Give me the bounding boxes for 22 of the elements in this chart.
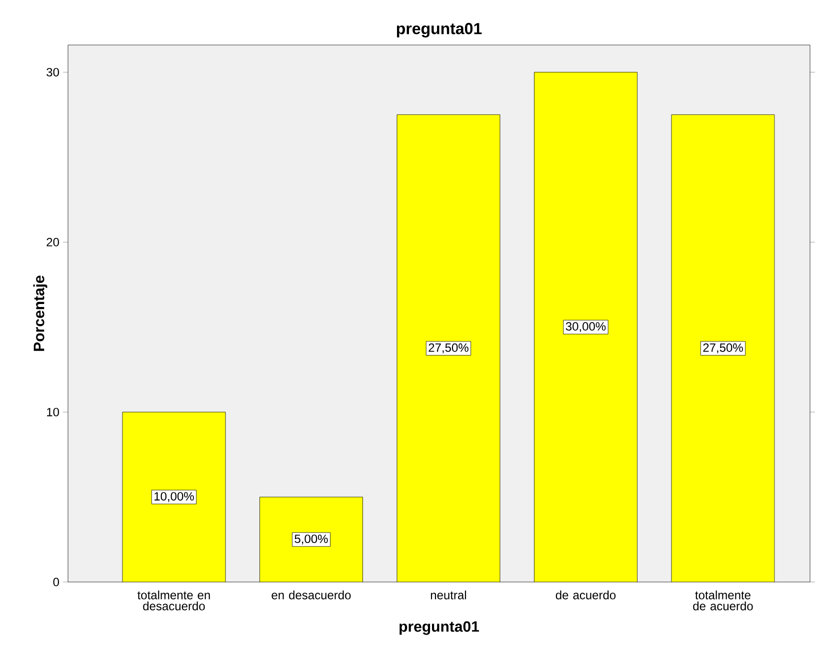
x-tick-label: en desacuerdo [272,590,351,600]
x-axis-title: pregunta01 [400,621,480,635]
bar [260,497,363,582]
x-tick-label: de acuerdo [556,590,616,600]
x-tick-label: totalmente de acuerdo [693,590,753,610]
y-tick-label: 30 [46,68,60,76]
bar [122,412,226,582]
y-tick-label: 0 [53,578,60,586]
y-axis-title: Porcentaje [33,276,48,351]
bar [671,114,775,582]
y-tick-label: 10 [47,408,60,416]
y-tick-label: 20 [46,238,60,246]
bar [396,114,500,582]
x-tick-label: neutral [430,590,466,600]
chart-title: pregunta01 [396,22,482,38]
data-label: 10,00% [154,492,194,502]
data-label: 30,00% [566,322,606,332]
data-label: 27,50% [703,343,743,354]
data-label: 5,00% [294,534,328,544]
x-tick-label: totalmente en desacuerdo [137,590,210,610]
bar [534,72,638,582]
data-label: 27,50% [428,343,468,354]
